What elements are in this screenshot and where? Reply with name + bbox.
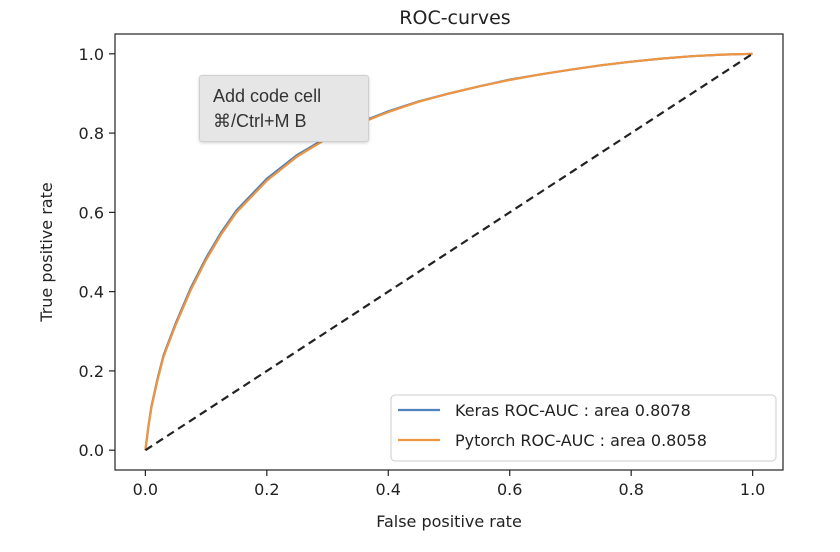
legend-box (390, 394, 777, 462)
x-tick-label: 0.8 (618, 480, 643, 499)
x-tick-label: 0.4 (376, 480, 401, 499)
y-tick-label: 0.8 (79, 124, 104, 143)
add-code-cell-tooltip: Add code cell ⌘/Ctrl+M B (199, 75, 369, 142)
legend: Keras ROC-AUC : area 0.8078 Pytorch ROC-… (390, 394, 777, 462)
tooltip-title: Add code cell (213, 86, 322, 106)
tooltip-shortcut: ⌘/Ctrl+M B (213, 111, 307, 131)
legend-label-pytorch: Pytorch ROC-AUC : area 0.8058 (455, 431, 707, 450)
y-tick-label: 0.6 (79, 203, 104, 222)
x-tick-label: 0.0 (133, 480, 158, 499)
x-axis-label: False positive rate (376, 512, 522, 531)
x-tick-label: 0.2 (254, 480, 279, 499)
y-tick-label: 0.0 (79, 441, 104, 460)
chance-diagonal-line (144, 52, 754, 452)
y-tick-label: 0.2 (79, 362, 104, 381)
legend-label-keras: Keras ROC-AUC : area 0.8078 (455, 401, 691, 420)
y-axis-ticks: 0.0 0.2 0.4 0.6 0.8 1.0 (79, 45, 115, 460)
x-axis-ticks: 0.0 0.2 0.4 0.6 0.8 1.0 (133, 470, 765, 499)
y-tick-label: 0.4 (79, 283, 104, 302)
x-tick-label: 0.6 (497, 480, 522, 499)
y-tick-label: 1.0 (79, 45, 104, 64)
x-tick-label: 1.0 (740, 480, 765, 499)
y-axis-label: True positive rate (37, 182, 56, 322)
chart-title: ROC-curves (399, 7, 510, 29)
